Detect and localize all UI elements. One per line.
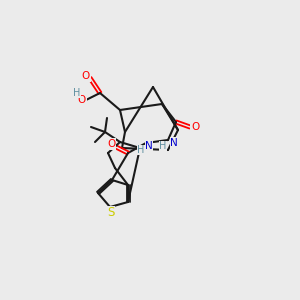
Text: O: O xyxy=(107,139,115,149)
Text: O: O xyxy=(82,71,90,81)
Text: H: H xyxy=(73,88,81,98)
Text: H: H xyxy=(159,141,167,151)
Text: N: N xyxy=(145,141,153,151)
Text: O: O xyxy=(191,122,199,132)
Text: S: S xyxy=(107,206,115,220)
Text: N: N xyxy=(170,138,178,148)
Text: H: H xyxy=(137,145,145,155)
Text: O: O xyxy=(78,95,86,105)
